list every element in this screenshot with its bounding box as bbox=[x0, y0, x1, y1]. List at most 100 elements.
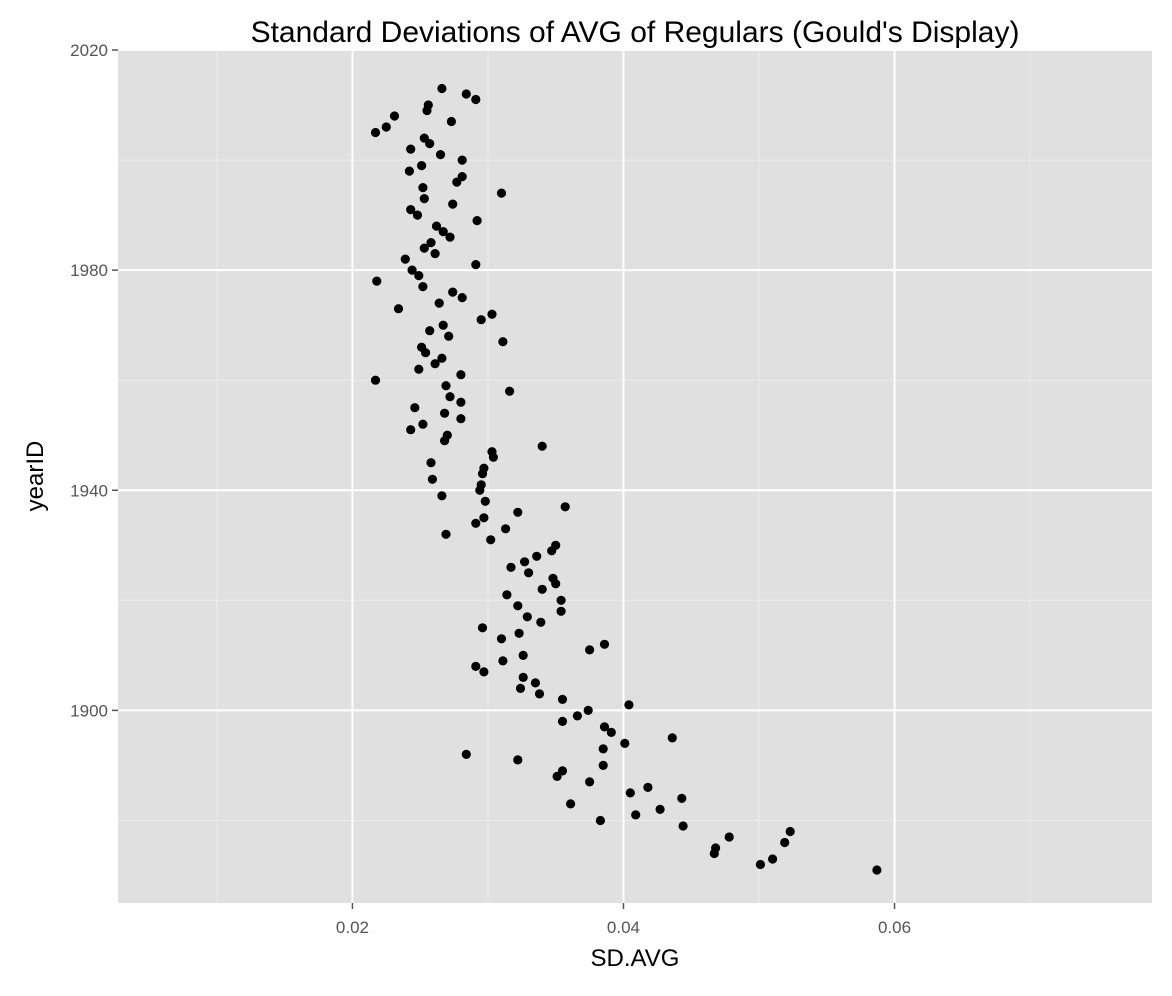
data-point bbox=[480, 496, 490, 506]
data-point bbox=[711, 843, 721, 853]
y-tick-label: 1980 bbox=[70, 261, 108, 280]
data-point bbox=[631, 810, 641, 820]
data-point bbox=[419, 133, 429, 143]
data-point bbox=[431, 221, 442, 231]
data-point bbox=[598, 744, 608, 754]
data-point bbox=[419, 243, 429, 253]
data-point bbox=[560, 502, 570, 512]
data-point bbox=[518, 672, 528, 683]
data-point bbox=[412, 210, 423, 220]
data-point bbox=[537, 441, 547, 451]
data-point bbox=[476, 315, 486, 325]
data-point bbox=[419, 194, 429, 204]
data-point bbox=[532, 551, 542, 561]
data-point bbox=[515, 683, 526, 694]
data-point bbox=[461, 89, 471, 99]
data-point bbox=[548, 573, 558, 583]
data-point bbox=[414, 364, 424, 374]
y-tick-label: 1940 bbox=[70, 481, 108, 500]
data-point bbox=[393, 304, 404, 314]
data-point bbox=[599, 639, 610, 649]
data-point bbox=[479, 513, 489, 523]
data-point bbox=[496, 188, 507, 198]
data-point bbox=[620, 738, 630, 749]
x-tick-label: 0.02 bbox=[336, 918, 369, 937]
data-point bbox=[442, 430, 452, 440]
data-point bbox=[479, 463, 489, 473]
data-point bbox=[417, 161, 427, 171]
data-point bbox=[643, 782, 653, 793]
data-point bbox=[448, 199, 458, 209]
data-point bbox=[417, 342, 427, 352]
y-axis-title: yearID bbox=[22, 441, 49, 512]
data-point bbox=[445, 232, 455, 242]
data-point bbox=[524, 568, 534, 578]
data-point bbox=[418, 419, 428, 429]
data-point bbox=[471, 94, 481, 105]
data-point bbox=[427, 474, 437, 484]
data-point bbox=[456, 370, 466, 380]
data-point bbox=[780, 837, 790, 848]
data-point bbox=[446, 116, 456, 127]
data-point bbox=[678, 821, 688, 831]
data-point bbox=[496, 634, 507, 644]
data-point bbox=[404, 166, 414, 176]
data-point bbox=[534, 689, 545, 699]
data-point bbox=[537, 584, 547, 594]
data-point bbox=[410, 403, 420, 413]
plot-panel bbox=[118, 50, 1152, 903]
data-point bbox=[437, 491, 447, 501]
data-point bbox=[434, 298, 444, 308]
data-point bbox=[557, 716, 568, 727]
data-point bbox=[406, 425, 416, 435]
data-point bbox=[372, 276, 382, 286]
data-point bbox=[370, 127, 381, 138]
data-point bbox=[423, 100, 433, 110]
data-point bbox=[425, 326, 435, 336]
data-point bbox=[437, 353, 447, 363]
data-point bbox=[724, 832, 734, 842]
data-point bbox=[655, 804, 665, 815]
data-point bbox=[457, 293, 467, 303]
data-point bbox=[418, 183, 428, 193]
data-point bbox=[624, 700, 634, 710]
data-point bbox=[595, 815, 606, 826]
y-tick-label: 1900 bbox=[70, 701, 108, 720]
data-points bbox=[370, 83, 882, 875]
data-point bbox=[414, 271, 424, 281]
data-point bbox=[513, 507, 523, 517]
data-point bbox=[530, 678, 541, 688]
y-tick-label: 2020 bbox=[70, 41, 108, 60]
data-point bbox=[501, 524, 511, 534]
data-point bbox=[441, 381, 451, 391]
data-point bbox=[513, 601, 523, 611]
data-point bbox=[461, 749, 471, 760]
data-point bbox=[400, 254, 410, 264]
data-point bbox=[426, 458, 436, 468]
data-point bbox=[518, 650, 528, 661]
data-point bbox=[498, 656, 508, 666]
data-point bbox=[438, 227, 448, 237]
data-point bbox=[536, 617, 546, 627]
data-point bbox=[472, 216, 482, 226]
data-point bbox=[785, 826, 795, 837]
data-point bbox=[430, 359, 440, 369]
data-point bbox=[479, 667, 489, 677]
data-point bbox=[441, 529, 451, 539]
data-point bbox=[370, 375, 381, 385]
data-point bbox=[572, 711, 583, 721]
data-point bbox=[872, 865, 882, 875]
data-point bbox=[444, 331, 454, 341]
data-point bbox=[389, 111, 400, 121]
data-point bbox=[599, 722, 610, 732]
data-point bbox=[457, 172, 467, 182]
x-axis: 0.02 0.04 0.06 bbox=[336, 903, 911, 937]
data-point bbox=[456, 397, 466, 407]
data-point bbox=[471, 661, 481, 672]
data-point bbox=[514, 628, 524, 638]
data-point bbox=[438, 320, 448, 330]
x-tick-label: 0.04 bbox=[607, 918, 640, 937]
y-axis: 1900 1940 1980 2020 bbox=[70, 41, 118, 720]
data-point bbox=[448, 287, 458, 297]
